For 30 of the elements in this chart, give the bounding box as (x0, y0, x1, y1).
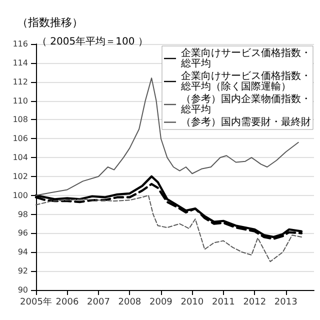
y-tick-label: 110 (12, 96, 28, 106)
legend-label: 企業向けサービス価格指数・総平均（除く国際運輸） (180, 70, 311, 92)
x-tick-label: 2006 (56, 298, 79, 308)
chart-subtitle: （ 2005年平均＝100 ） (37, 36, 148, 48)
y-tick-label: 92 (18, 266, 28, 276)
y-tick-label: 108 (12, 115, 28, 124)
x-tick-label: 2011 (212, 298, 235, 308)
x-tick-label: 2009 (149, 298, 173, 308)
y-tick-label: 112 (12, 77, 28, 86)
y-tick-label: 106 (12, 134, 28, 144)
y-tick-label: 100 (12, 190, 28, 200)
y-tick-label: 114 (12, 58, 28, 68)
legend-label: 企業向けサービス価格指数・総平均 (180, 46, 311, 70)
legend-label: （参考）国内企業物価指数・総平均 (180, 92, 311, 116)
x-tick-label: 2012 (243, 298, 266, 308)
x-tick-label: 2005年 (20, 296, 52, 308)
x-tick-label: 2007 (87, 298, 110, 308)
chart-title: （指数推移） (17, 16, 83, 29)
legend-label: （参考）国内需要財・最終財 (181, 116, 311, 128)
y-tick-label: 98 (18, 210, 28, 219)
y-tick-label: 102 (12, 172, 28, 181)
x-tick-label: 2008 (118, 298, 142, 308)
x-tick-label: 2013 (274, 298, 298, 308)
line-series (36, 194, 302, 262)
y-tick-label: 90 (18, 286, 28, 294)
y-tick-label: 96 (18, 228, 28, 238)
y-tick-label: 94 (18, 248, 28, 257)
y-tick-label: 104 (12, 153, 28, 162)
x-tick-label: 2010 (180, 298, 204, 308)
y-tick-label: 116 (12, 40, 28, 48)
